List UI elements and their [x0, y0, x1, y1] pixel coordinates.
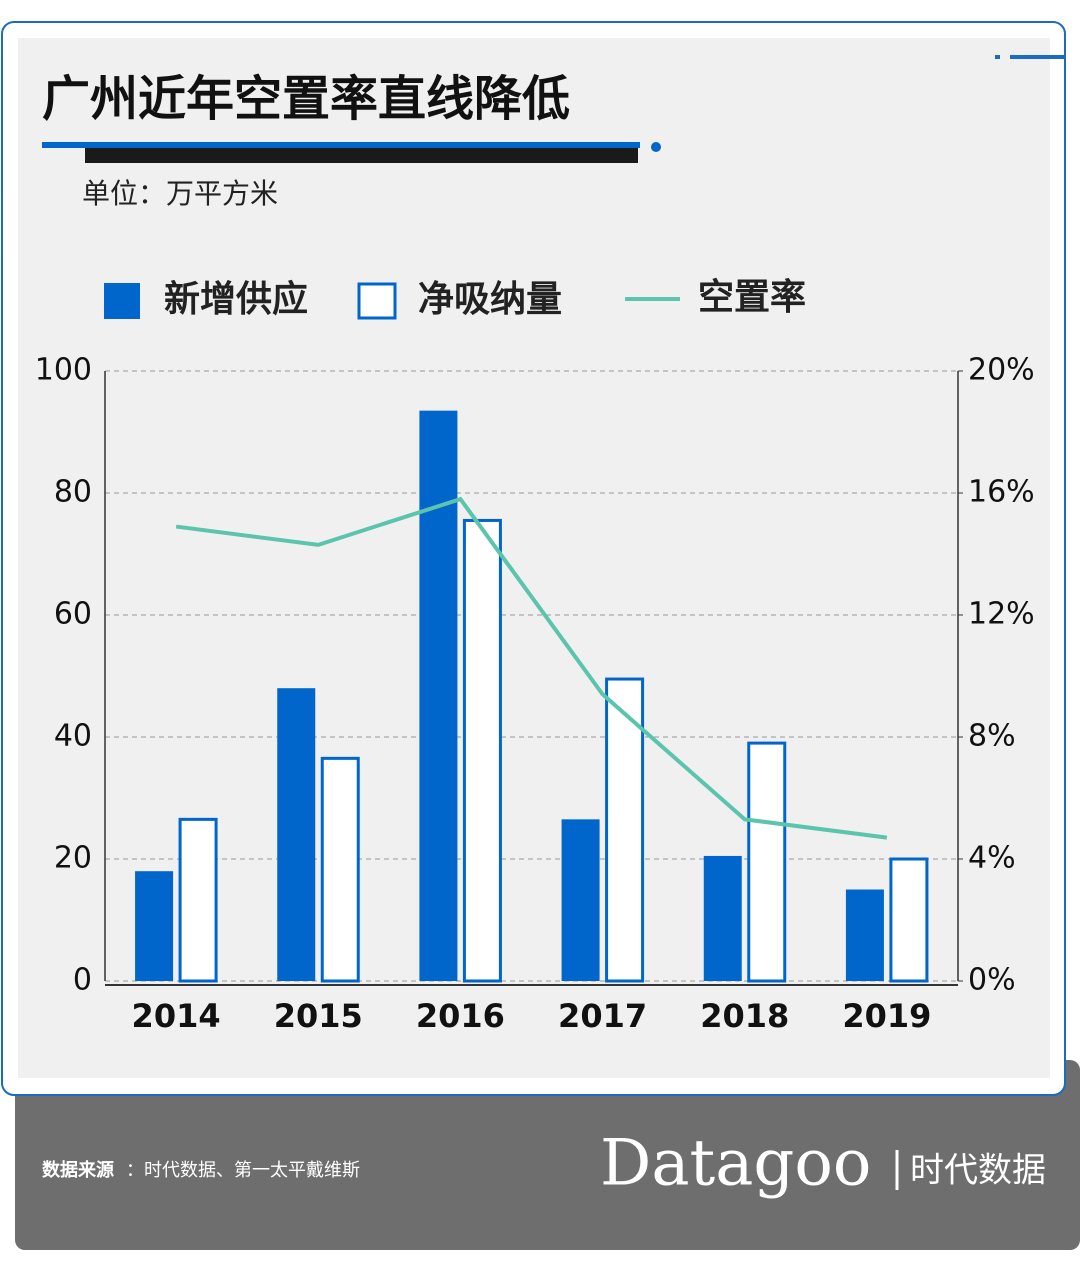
y-tick-label: 100 [35, 353, 92, 388]
bar [320, 756, 360, 983]
y-tick-label: 60 [54, 597, 92, 632]
line [175, 496, 888, 840]
bar [845, 889, 884, 981]
legend-label: 新增供应 [164, 279, 308, 320]
source-label: 数据来源 [42, 1159, 114, 1181]
plot: 0 20 40 60 80 100 0% 4% 8% 12% 16% 20% 2014 2015 2016 2… [35, 353, 1035, 1036]
decor [85, 148, 638, 163]
footer-bg [15, 1060, 1080, 1250]
legend-label: 净吸纳量 [418, 279, 562, 320]
legend-swatch [104, 283, 140, 319]
bar [747, 741, 787, 983]
decor [42, 142, 640, 148]
brand: Datagoo [600, 1127, 871, 1201]
bar [462, 518, 502, 983]
y2-tick-label: 16% [968, 475, 1035, 510]
bar [889, 857, 929, 983]
brand-cn: 时代数据 [910, 1151, 1046, 1191]
subtitle: 单位：万平方米 [82, 177, 278, 210]
source: ：时代数据、第一太平戴维斯 [126, 1160, 360, 1181]
y-tick-label: 0 [73, 963, 92, 998]
bar [135, 871, 174, 981]
bar [178, 817, 218, 983]
bar [561, 819, 600, 981]
x-tick-label: 2017 [558, 997, 647, 1035]
y-tick-label: 80 [54, 475, 92, 510]
x-tick-label: 2019 [842, 997, 931, 1035]
chart-title: 广州近年空置率直线降低 [42, 71, 570, 127]
x-tick-label: 2015 [274, 997, 363, 1035]
y-tick-label: 40 [54, 719, 92, 754]
y2-tick-label: 0% [968, 963, 1016, 998]
legend-label: 空置率 [698, 277, 806, 318]
x-tick-label: 2016 [416, 997, 505, 1035]
bar [605, 677, 645, 983]
x-tick-label: 2018 [700, 997, 789, 1035]
decor [651, 142, 661, 152]
y2-tick-label: 8% [968, 719, 1016, 754]
y2-tick-label: 20% [968, 353, 1035, 388]
bar [419, 410, 458, 981]
y2-tick-label: 12% [968, 597, 1035, 632]
legend-swatch [357, 282, 397, 320]
bar [703, 855, 742, 981]
bar [277, 688, 316, 981]
x-tick-label: 2014 [132, 997, 221, 1035]
y2-tick-label: 4% [968, 841, 1016, 876]
y-tick-label: 20 [54, 841, 92, 876]
